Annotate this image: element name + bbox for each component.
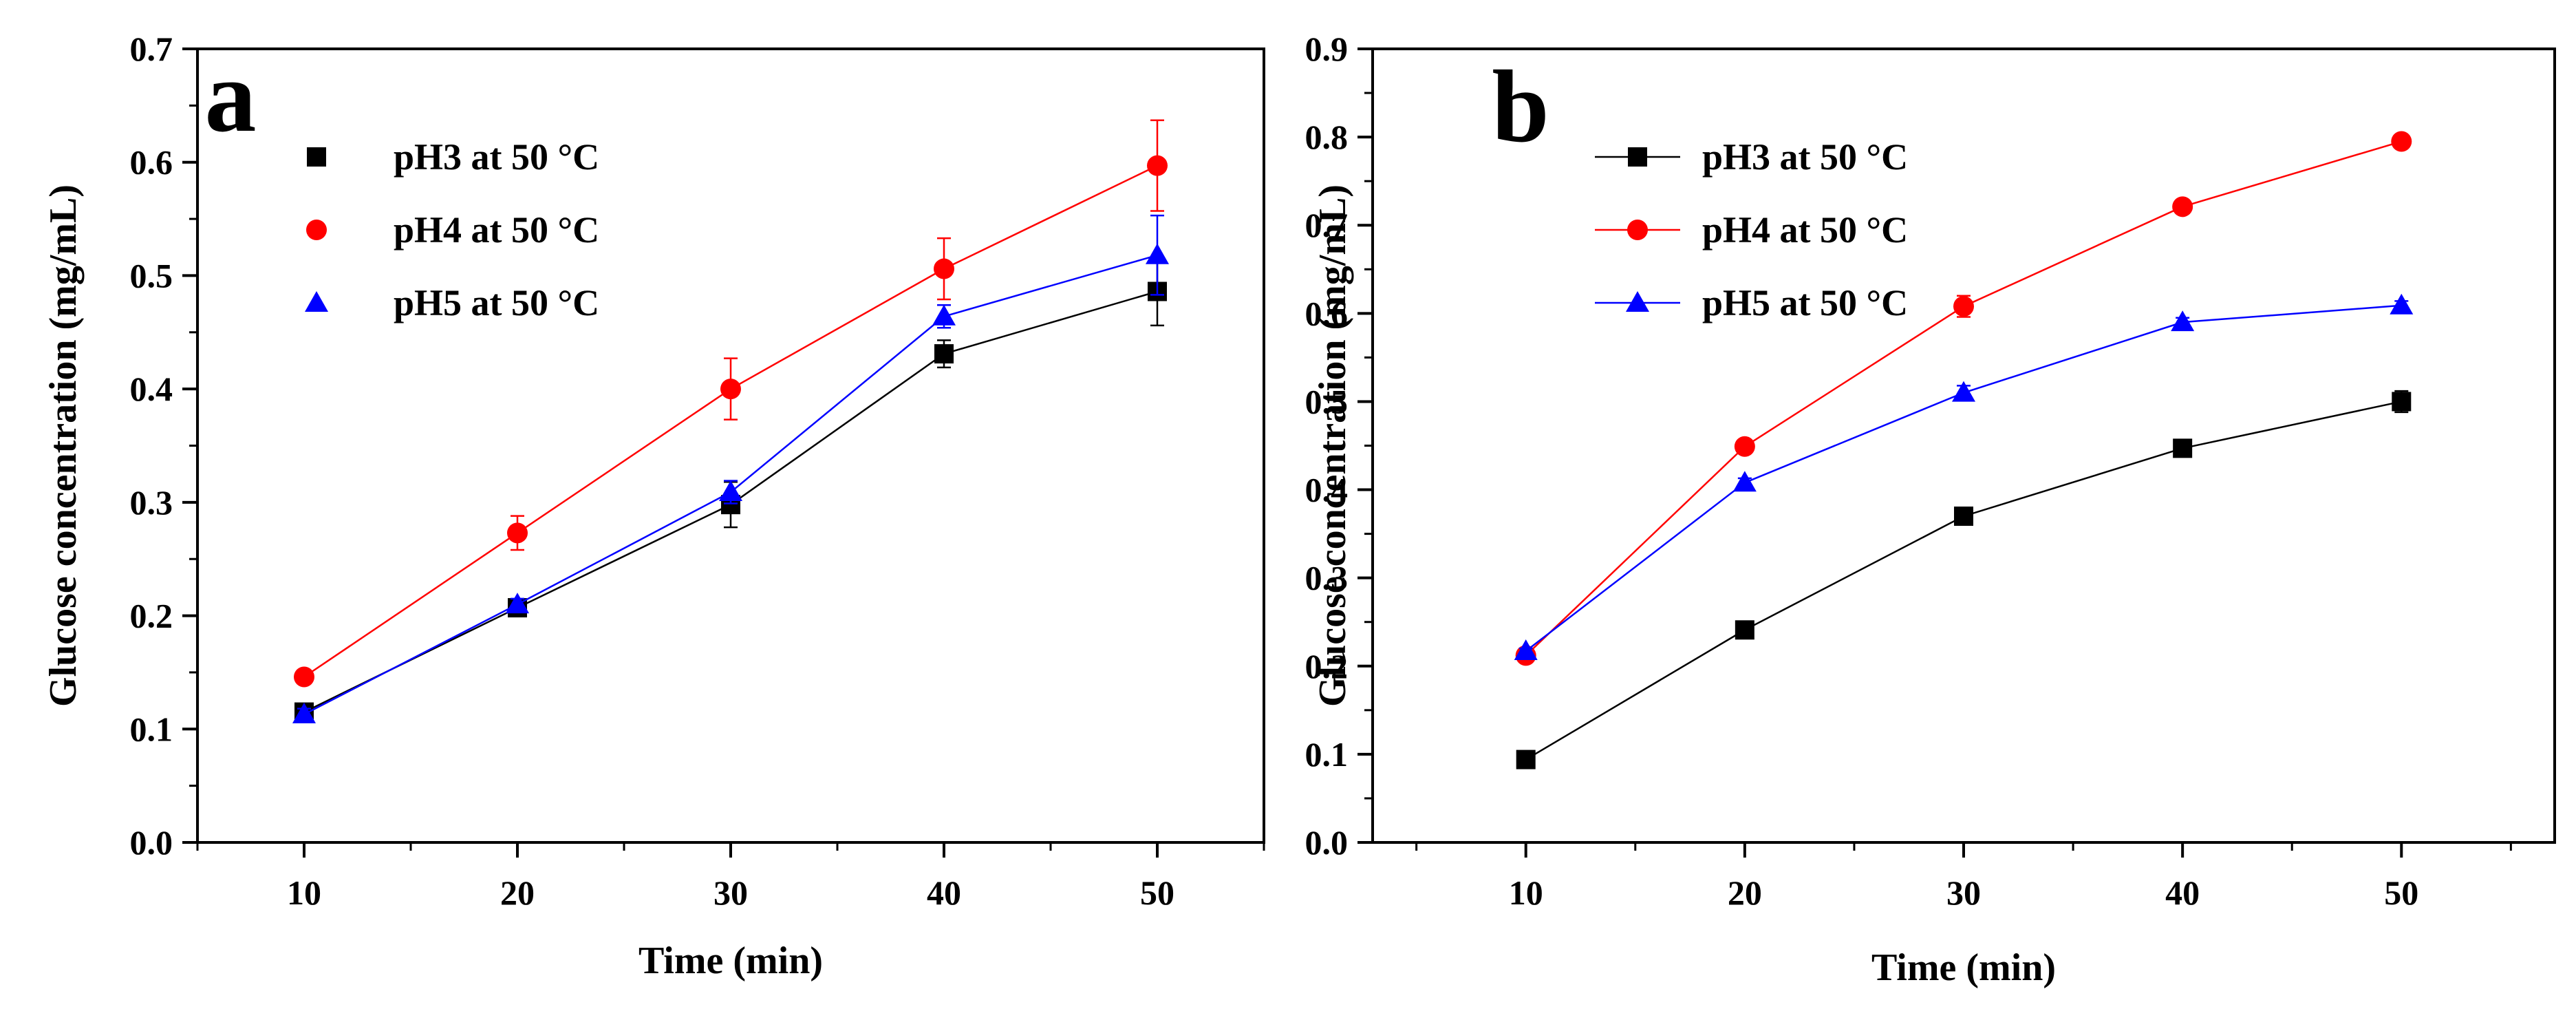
chart-panel-b: 0.0 0.1 0.2 0.3 0.4 0.5 0.6 0.7 0.8 0.9 10 20 30 40 50… xyxy=(1305,30,2556,989)
data-point xyxy=(720,379,741,400)
legend-entry: pH4 at 50 °C xyxy=(306,209,599,251)
y-tick-label: 0.0 xyxy=(1305,823,1349,862)
panel-letter: a xyxy=(205,39,257,153)
legend-entry: pH5 at 50 °C xyxy=(305,282,599,323)
x-tick-label: 20 xyxy=(1728,873,1762,912)
legend-marker xyxy=(1627,220,1648,240)
data-point xyxy=(1952,381,1975,402)
x-tick-label: 10 xyxy=(287,873,321,912)
data-point xyxy=(506,593,529,614)
y-tick-label: 0.5 xyxy=(130,256,173,295)
legend-entry: pH4 at 50 °C xyxy=(1595,209,1908,251)
legend-label: pH3 at 50 °C xyxy=(1702,136,1908,178)
y-tick-label: 0.6 xyxy=(130,143,173,182)
data-point xyxy=(294,666,314,688)
series-triangle xyxy=(1514,293,2414,660)
x-tick-label: 40 xyxy=(927,873,961,912)
x-tick-label: 30 xyxy=(713,873,748,912)
legend-marker xyxy=(307,147,326,167)
legend-marker xyxy=(306,220,327,240)
y-tick-label: 0.4 xyxy=(1305,471,1349,509)
y-tick-label: 0.2 xyxy=(1305,647,1349,686)
data-point xyxy=(1514,639,1538,660)
x-tick-label: 20 xyxy=(500,873,535,912)
legend-label: pH5 at 50 °C xyxy=(394,282,599,323)
y-tick-label: 0.3 xyxy=(1305,559,1349,597)
y-tick-label: 0.8 xyxy=(1305,118,1349,156)
data-point xyxy=(2392,392,2412,412)
plot-frame xyxy=(196,47,1265,844)
data-point xyxy=(1734,436,1755,457)
x-tick-label: 50 xyxy=(1140,873,1174,912)
panel-letter: b xyxy=(1492,50,1549,164)
data-point xyxy=(292,702,316,723)
data-point xyxy=(719,480,742,502)
legend-marker xyxy=(1626,291,1649,312)
y-tick-label: 0.6 xyxy=(1305,294,1349,332)
x-axis-title: Time (min) xyxy=(638,939,823,982)
data-point xyxy=(1732,471,1757,492)
y-tick-label: 0.3 xyxy=(130,483,173,522)
y-tick-label: 0.7 xyxy=(130,30,173,68)
legend-entry: pH3 at 50 °C xyxy=(1595,136,1908,178)
legend-entry: pH5 at 50 °C xyxy=(1595,282,1908,323)
legend-label: pH3 at 50 °C xyxy=(394,136,599,178)
legend-label: pH4 at 50 °C xyxy=(1702,209,1908,251)
data-point xyxy=(507,522,528,544)
series-square xyxy=(1516,390,2412,769)
legend-entry: pH3 at 50 °C xyxy=(307,136,599,178)
data-point xyxy=(1147,155,1168,176)
data-point xyxy=(932,304,956,326)
y-axis-title: Glucose concentration (mg/mL) xyxy=(42,184,85,707)
y-tick-label: 0.1 xyxy=(1305,735,1349,774)
y-tick-label: 0.7 xyxy=(1305,206,1349,244)
x-tick-label: 40 xyxy=(2165,873,2200,912)
series-line xyxy=(1525,304,2402,652)
y-tick-label: 0.5 xyxy=(1305,382,1349,421)
y-tick-label: 0.9 xyxy=(1305,30,1349,68)
data-point xyxy=(2391,131,2412,152)
data-point xyxy=(934,258,954,279)
plot-frame xyxy=(1371,47,2556,844)
chart-panel-a: 0.0 0.1 0.2 0.3 0.4 0.5 0.6 0.7 10 20 30 40 50 Time (… xyxy=(42,30,1265,982)
x-axis-title: Time (min) xyxy=(1871,946,2056,989)
x-tick-label: 10 xyxy=(1509,873,1543,912)
data-point xyxy=(2173,438,2193,458)
series-square xyxy=(294,256,1167,722)
y-tick-label: 0.1 xyxy=(130,710,173,748)
x-tick-label: 30 xyxy=(1946,873,1981,912)
series-triangle xyxy=(292,214,1169,723)
y-tick-label: 0.2 xyxy=(130,597,173,635)
series-circle xyxy=(294,119,1168,688)
data-point xyxy=(1146,243,1169,264)
legend-marker xyxy=(305,291,328,312)
y-tick-label: 0.4 xyxy=(130,370,173,408)
legend-label: pH5 at 50 °C xyxy=(1702,282,1908,323)
x-tick-label: 50 xyxy=(2384,873,2418,912)
data-point xyxy=(2171,310,2195,332)
legend-label: pH4 at 50 °C xyxy=(394,209,599,251)
data-point xyxy=(1735,620,1754,640)
data-point xyxy=(1516,750,1536,769)
data-point xyxy=(1953,296,1974,317)
data-point xyxy=(2172,196,2193,217)
data-point xyxy=(934,344,954,364)
data-point xyxy=(1954,506,1973,526)
y-axis-title: Glucose concentration (mg/mL) xyxy=(1311,184,1354,707)
series-line xyxy=(1525,401,2402,761)
y-tick-label: 0.0 xyxy=(130,823,173,862)
data-point xyxy=(2390,293,2414,315)
legend-marker xyxy=(1628,147,1647,167)
